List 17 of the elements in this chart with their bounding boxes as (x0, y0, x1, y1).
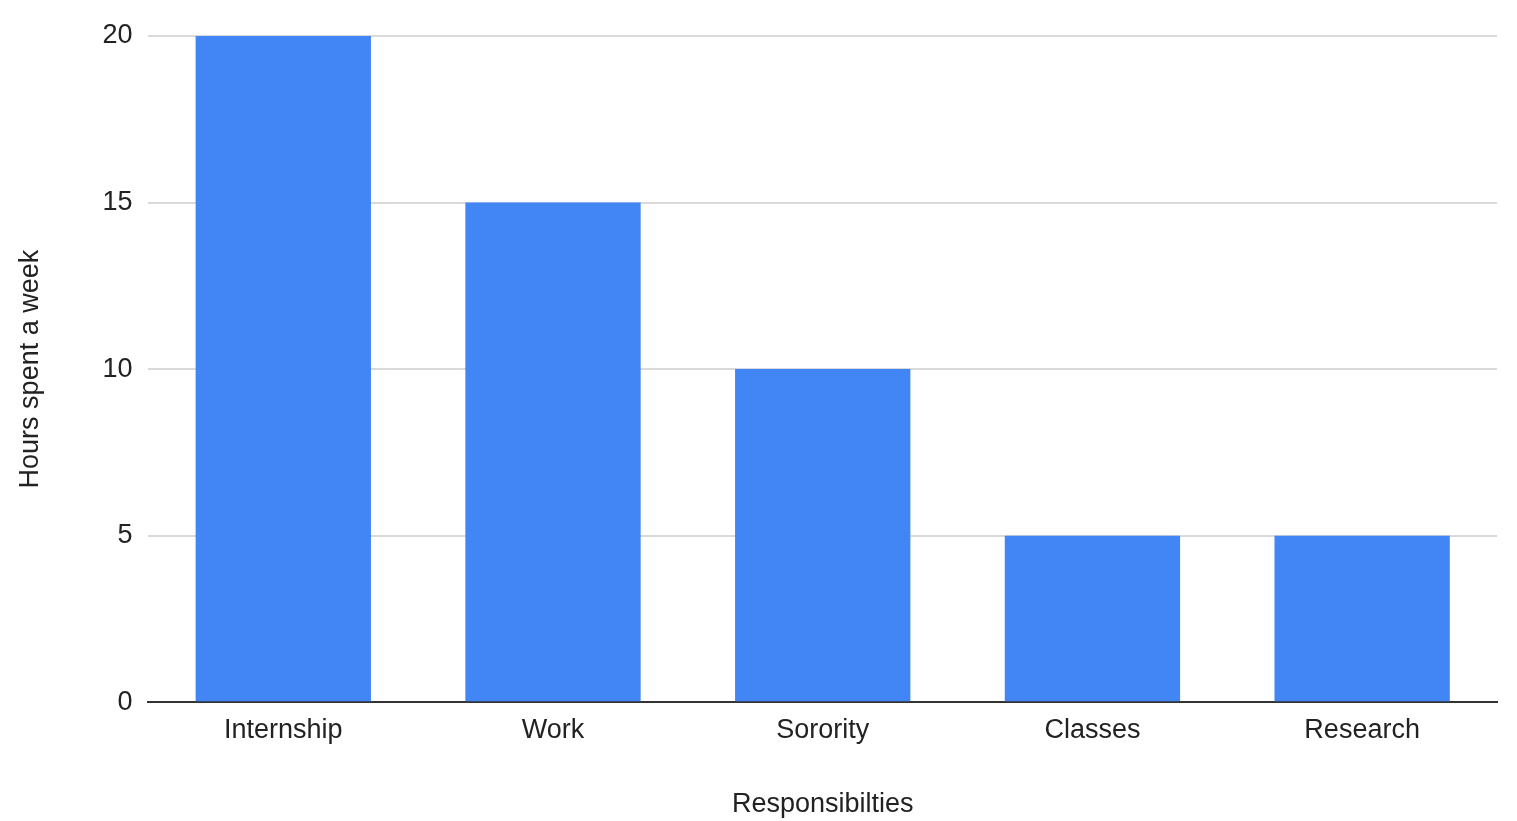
bar (465, 202, 641, 702)
bar (735, 369, 911, 702)
y-tick-label: 10 (102, 352, 133, 383)
bar (1274, 535, 1450, 702)
x-axis-title: Responsibilties (731, 788, 914, 819)
x-tick-label: Classes (1044, 713, 1141, 744)
bar (195, 36, 371, 702)
y-axis-title: Hours spent a week (13, 249, 44, 489)
x-tick-label: Work (521, 713, 585, 744)
x-tick-label: Sorority (776, 713, 870, 744)
x-tick-label: Internship (224, 713, 343, 744)
bar (1004, 535, 1181, 702)
y-tick-label: 0 (117, 685, 133, 716)
y-tick-label: 15 (102, 186, 133, 216)
y-tick-label: 5 (117, 519, 133, 550)
x-tick-label: Research (1304, 713, 1420, 744)
y-tick-label: 20 (102, 19, 133, 50)
